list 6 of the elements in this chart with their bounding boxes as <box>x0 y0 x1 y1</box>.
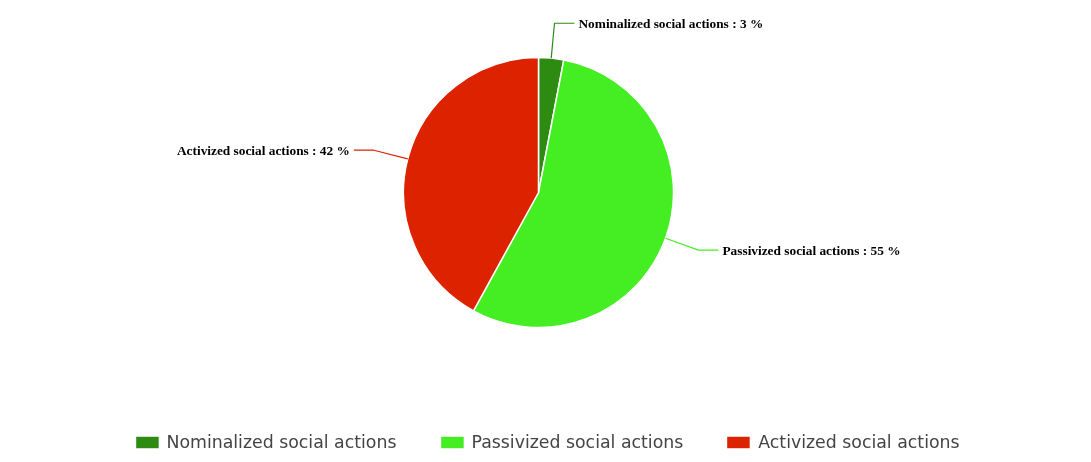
data-label: Activized social actions : 42 % <box>176 142 350 158</box>
legend-label: Passivized social actions <box>471 432 684 452</box>
data-label: Passivized social actions : 55 % <box>722 242 901 258</box>
legend-label: Nominalized social actions <box>166 432 397 452</box>
data-label: Nominalized social actions : 3 % <box>578 15 764 31</box>
legend-label: Activized social actions <box>758 432 960 452</box>
